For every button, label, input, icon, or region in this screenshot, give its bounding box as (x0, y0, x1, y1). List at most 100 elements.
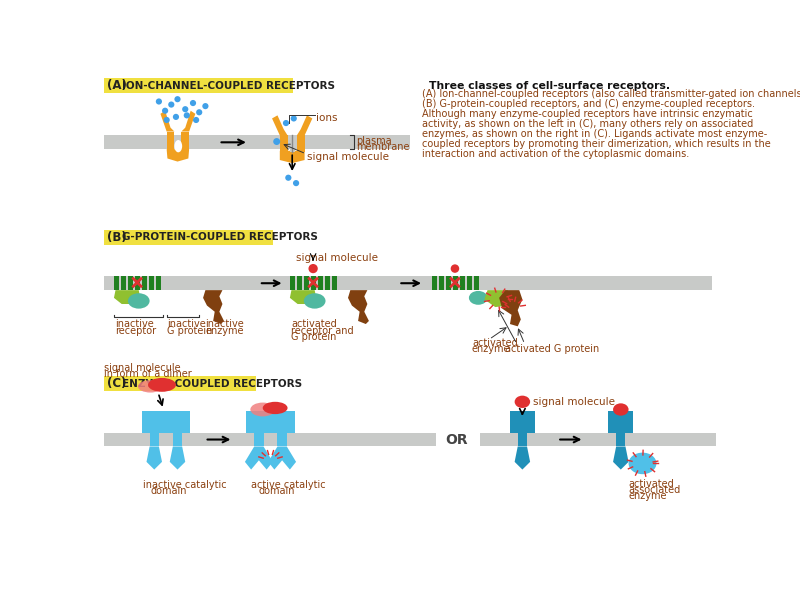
Bar (609, 411, 634, 433)
Polygon shape (161, 111, 174, 131)
Bar (182, 131, 189, 150)
Text: interaction and activation of the cytoplasmic domains.: interaction and activation of the cytopl… (422, 149, 689, 160)
Text: signal molecule: signal molecule (534, 397, 615, 407)
Polygon shape (146, 447, 162, 470)
Polygon shape (245, 447, 273, 470)
Text: coupled receptors by promoting their dimerization, which results in the: coupled receptors by promoting their dim… (422, 139, 770, 149)
Text: activated: activated (472, 338, 518, 348)
Polygon shape (182, 111, 195, 131)
Bar (104, 376, 256, 391)
Circle shape (173, 114, 179, 120)
Circle shape (184, 113, 190, 119)
Bar (304, 276, 310, 290)
Ellipse shape (250, 403, 275, 417)
Text: OR: OR (445, 432, 468, 447)
Bar (142, 276, 147, 290)
Polygon shape (514, 447, 530, 470)
Circle shape (286, 175, 291, 181)
Text: (B) G-protein-coupled receptors, and (C) enzyme-coupled receptors.: (B) G-protein-coupled receptors, and (C)… (422, 99, 754, 109)
Text: domain: domain (259, 486, 295, 497)
Text: signal molecule: signal molecule (307, 152, 389, 161)
Bar (121, 276, 126, 290)
Text: associated: associated (629, 485, 681, 495)
Ellipse shape (262, 402, 287, 414)
Bar (246, 411, 271, 433)
Polygon shape (348, 290, 369, 324)
Text: G protein: G protein (291, 332, 337, 342)
Circle shape (274, 138, 280, 145)
Bar (446, 276, 451, 290)
Text: inactive: inactive (206, 320, 244, 329)
Bar (254, 433, 263, 447)
Polygon shape (170, 447, 186, 470)
Circle shape (182, 106, 188, 113)
Text: activated G protein: activated G protein (506, 344, 599, 354)
Text: inactive: inactive (115, 320, 154, 329)
Bar (510, 411, 534, 433)
Polygon shape (485, 290, 510, 307)
Bar (290, 276, 295, 290)
Bar (297, 135, 305, 152)
Bar (114, 276, 119, 290)
Polygon shape (114, 290, 140, 304)
Bar (318, 276, 323, 290)
Circle shape (168, 102, 174, 108)
Text: receptor and: receptor and (291, 326, 354, 335)
Circle shape (156, 98, 162, 105)
Text: (B): (B) (107, 231, 126, 244)
Polygon shape (280, 150, 305, 163)
Text: in form of a dimer: in form of a dimer (104, 370, 192, 379)
Bar (518, 433, 527, 447)
Polygon shape (166, 149, 189, 161)
Ellipse shape (629, 453, 657, 474)
Text: enzyme: enzyme (206, 326, 244, 335)
Bar (150, 433, 159, 447)
Bar (459, 276, 465, 290)
Ellipse shape (138, 380, 162, 393)
Circle shape (290, 116, 297, 122)
Bar (104, 230, 273, 245)
Bar (480, 433, 716, 447)
Polygon shape (272, 116, 287, 135)
Bar (325, 276, 330, 290)
Bar (104, 276, 712, 290)
Text: ION-CHANNEL-COUPLED RECEPTORS: ION-CHANNEL-COUPLED RECEPTORS (122, 81, 335, 91)
Bar (280, 135, 287, 152)
Bar (104, 433, 435, 447)
Polygon shape (268, 447, 296, 470)
Bar (453, 276, 458, 290)
Text: activated: activated (629, 479, 674, 489)
Bar (310, 276, 316, 290)
Bar (104, 135, 410, 149)
Bar (173, 433, 182, 447)
Text: activity, as shown on the left in (C), many others rely on associated: activity, as shown on the left in (C), m… (422, 119, 753, 129)
Polygon shape (499, 290, 522, 326)
Circle shape (283, 120, 289, 126)
Ellipse shape (304, 293, 326, 309)
Bar (438, 276, 444, 290)
Text: activated: activated (291, 320, 337, 329)
Bar (616, 433, 626, 447)
Circle shape (174, 96, 181, 102)
Polygon shape (613, 447, 629, 470)
Bar (432, 276, 437, 290)
Text: Three classes of cell-surface receptors.: Three classes of cell-surface receptors. (429, 81, 670, 92)
Bar (156, 276, 162, 290)
Text: inactive catalytic: inactive catalytic (142, 480, 226, 491)
Text: enzyme: enzyme (629, 491, 667, 501)
Bar (149, 276, 154, 290)
Ellipse shape (613, 403, 629, 415)
Text: (C): (C) (107, 377, 126, 390)
Text: (A) Ion-channel-coupled receptors (also called transmitter-gated ion channels),: (A) Ion-channel-coupled receptors (also … (422, 89, 800, 99)
Text: receptor: receptor (115, 326, 157, 335)
Bar (135, 276, 140, 290)
Circle shape (450, 264, 459, 273)
Polygon shape (290, 290, 316, 304)
Text: membrane: membrane (356, 142, 410, 152)
Bar (297, 276, 302, 290)
Circle shape (196, 109, 202, 116)
Text: signal molecule: signal molecule (296, 253, 378, 263)
Circle shape (163, 117, 170, 123)
Text: signal molecule: signal molecule (104, 363, 181, 373)
Bar (332, 276, 337, 290)
